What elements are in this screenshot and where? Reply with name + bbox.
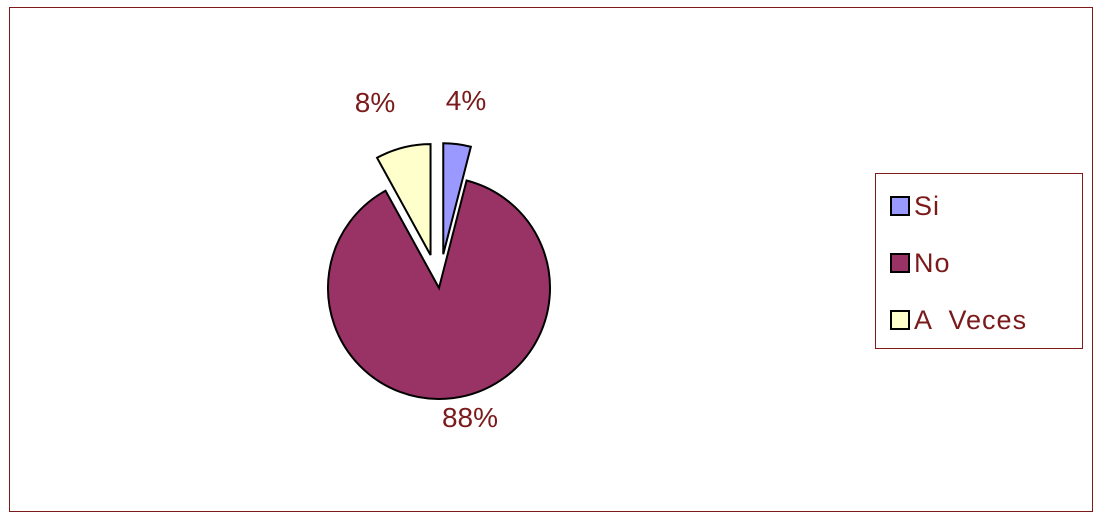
legend-swatch-no xyxy=(890,253,910,273)
legend-label-no: No xyxy=(914,247,951,278)
data-label-si: 4% xyxy=(446,85,486,116)
data-label-a-veces: 8% xyxy=(355,87,395,118)
pie-slice-a-veces xyxy=(375,143,432,256)
legend-item-si: Si xyxy=(890,191,940,221)
legend: Si No A Veces xyxy=(875,173,1083,349)
data-label-no: 88% xyxy=(442,402,498,433)
pie-slice-si xyxy=(442,142,473,255)
pie-slices xyxy=(327,142,551,400)
legend-swatch-si xyxy=(890,196,910,216)
legend-swatch-a-veces xyxy=(890,310,910,330)
legend-label-a-veces: A Veces xyxy=(914,304,1028,335)
legend-item-a-veces: A Veces xyxy=(890,305,1027,335)
pie-data-labels: 4% 88% 8% xyxy=(355,85,498,433)
pie-slice-no xyxy=(327,179,551,400)
legend-item-no: No xyxy=(890,248,951,278)
legend-label-si: Si xyxy=(914,190,941,221)
